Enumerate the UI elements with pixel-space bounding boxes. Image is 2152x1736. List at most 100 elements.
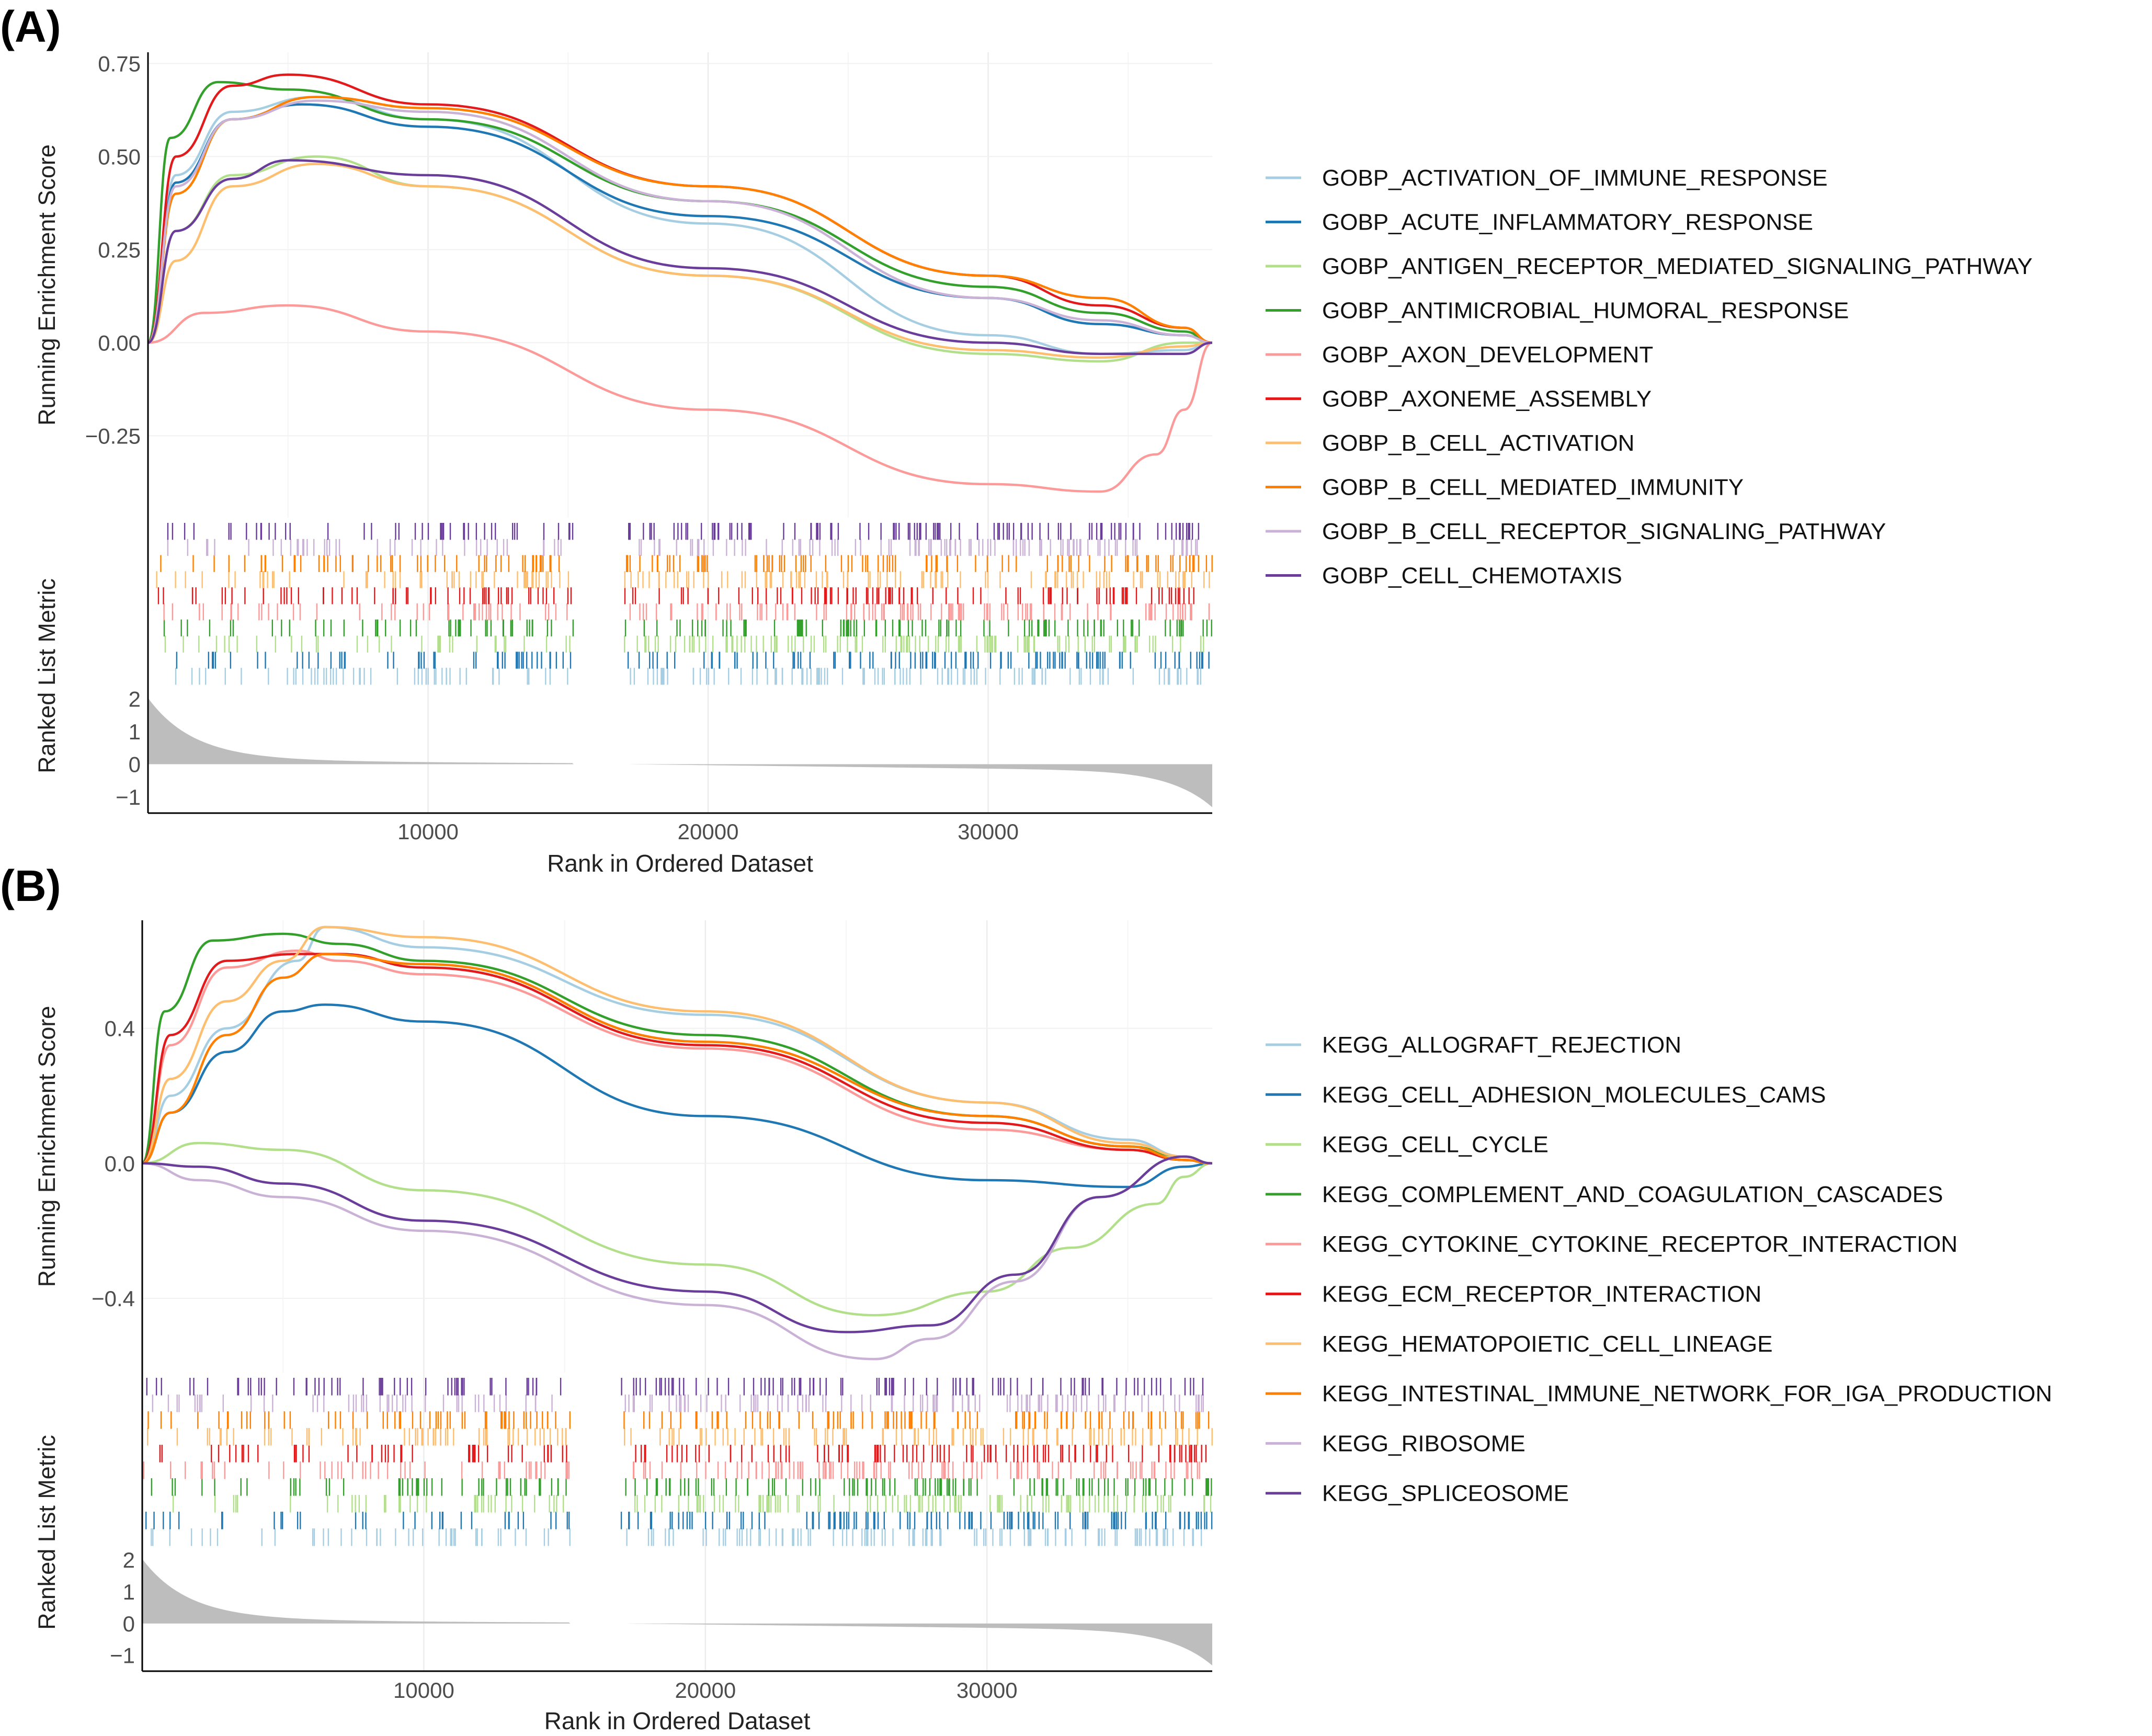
legend-item: KEGG_ALLOGRAFT_REJECTION bbox=[1266, 1032, 1681, 1058]
metric-tick-label: 2 bbox=[129, 687, 141, 712]
legend-item: GOBP_AXONEME_ASSEMBLY bbox=[1266, 386, 1652, 412]
legend-label: GOBP_CELL_CHEMOTAXIS bbox=[1322, 563, 1622, 589]
hit-row bbox=[143, 1461, 1200, 1479]
legend-item: KEGG_HEMATOPOIETIC_CELL_LINEAGE bbox=[1266, 1331, 1773, 1357]
enrichment-gridlines bbox=[148, 52, 1212, 518]
metric-tick-label: 1 bbox=[129, 719, 141, 744]
legend-label: GOBP_ACUTE_INFLAMMATORY_RESPONSE bbox=[1322, 210, 1813, 235]
legend-label: KEGG_CELL_CYCLE bbox=[1322, 1132, 1548, 1158]
enrichment-line bbox=[147, 99, 1213, 344]
legend-label: GOBP_B_CELL_ACTIVATION bbox=[1322, 430, 1634, 456]
legend-item: KEGG_CELL_CYCLE bbox=[1266, 1132, 1548, 1158]
panel-label-a: (A) bbox=[0, 2, 61, 51]
y-axis-title-metric: Ranked List Metric bbox=[33, 578, 60, 773]
hit-row bbox=[151, 1528, 1202, 1546]
metric-tick-label: 1 bbox=[123, 1580, 135, 1604]
enrichment-line bbox=[142, 1155, 1213, 1333]
enrichment-line bbox=[147, 304, 1213, 493]
metric-tick-label: −1 bbox=[110, 1643, 135, 1668]
gene-hit-barcodes bbox=[143, 1378, 1213, 1546]
legend-label: KEGG_COMPLEMENT_AND_COAGULATION_CASCADES bbox=[1322, 1182, 1943, 1207]
legend-item: KEGG_INTESTINAL_IMMUNE_NETWORK_FOR_IGA_P… bbox=[1266, 1381, 2052, 1407]
legend-item: GOBP_CELL_CHEMOTAXIS bbox=[1266, 563, 1622, 589]
legend-item: GOBP_ANTIGEN_RECEPTOR_MEDIATED_SIGNALING… bbox=[1266, 254, 2033, 279]
hit-row bbox=[147, 1428, 1213, 1446]
legend-item: KEGG_RIBOSOME bbox=[1266, 1431, 1525, 1456]
legend-label: GOBP_B_CELL_RECEPTOR_SIGNALING_PATHWAY bbox=[1322, 519, 1886, 544]
legend-item: GOBP_AXON_DEVELOPMENT bbox=[1266, 342, 1653, 368]
ranked-metric-area bbox=[148, 698, 1212, 807]
legend-label: KEGG_CYTOKINE_CYTOKINE_RECEPTOR_INTERACT… bbox=[1322, 1231, 1957, 1257]
legend-item: KEGG_CELL_ADHESION_MOLECULES_CAMS bbox=[1266, 1082, 1826, 1107]
x-tick-label: 30000 bbox=[958, 819, 1019, 844]
enrichment-line bbox=[142, 953, 1213, 1165]
legend-item: GOBP_B_CELL_ACTIVATION bbox=[1266, 430, 1634, 456]
enrichment-curves bbox=[141, 926, 1213, 1361]
hit-row bbox=[160, 555, 1213, 572]
legend-label: GOBP_ANTIMICROBIAL_HUMORAL_RESPONSE bbox=[1322, 298, 1849, 324]
legend-item: GOBP_ACTIVATION_OF_IMMUNE_RESPONSE bbox=[1266, 165, 1828, 191]
hit-row bbox=[157, 587, 1194, 604]
metric-tick-label: 2 bbox=[123, 1548, 135, 1572]
enrichment-line bbox=[142, 926, 1213, 1165]
x-axis-title: Rank in Ordered Dataset bbox=[544, 1707, 811, 1734]
legend-label: KEGG_INTESTINAL_IMMUNE_NETWORK_FOR_IGA_P… bbox=[1322, 1381, 2052, 1407]
hit-row bbox=[147, 1411, 1210, 1429]
metric-positive-area bbox=[142, 1559, 571, 1624]
y-axis-title-enrichment: Running Enrichment Score bbox=[33, 1006, 60, 1287]
enrichment-curves bbox=[146, 73, 1213, 493]
x-axis-title: Rank in Ordered Dataset bbox=[547, 850, 813, 877]
legend-item: GOBP_ANTIMICROBIAL_HUMORAL_RESPONSE bbox=[1266, 298, 1849, 324]
x-tick-label: 30000 bbox=[957, 1678, 1018, 1703]
legend: GOBP_ACTIVATION_OF_IMMUNE_RESPONSE GOBP_A… bbox=[1266, 165, 2033, 589]
legend-item: KEGG_ECM_RECEPTOR_INTERACTION bbox=[1266, 1282, 1761, 1307]
legend-item: GOBP_B_CELL_MEDIATED_IMMUNITY bbox=[1266, 475, 1744, 500]
legend-label: GOBP_AXON_DEVELOPMENT bbox=[1322, 342, 1653, 368]
hit-row bbox=[151, 1478, 1212, 1496]
y-tick-label: 0.4 bbox=[105, 1017, 135, 1041]
hit-row bbox=[156, 571, 1210, 588]
hit-row bbox=[146, 1378, 1204, 1396]
enrichment-line bbox=[147, 159, 1213, 355]
x-tick-label: 20000 bbox=[675, 1678, 736, 1703]
y-tick-label: 0.50 bbox=[98, 144, 141, 169]
metric-negative-area bbox=[621, 1623, 1212, 1666]
hit-row bbox=[159, 1445, 1207, 1463]
legend-label: GOBP_ANTIGEN_RECEPTOR_MEDIATED_SIGNALING… bbox=[1322, 254, 2033, 279]
y-tick-labels: −0.4 0.0 0.4 bbox=[92, 1017, 135, 1311]
legend-label: KEGG_HEMATOPOIETIC_CELL_LINEAGE bbox=[1322, 1331, 1773, 1357]
x-tick-labels: 10000 20000 30000 bbox=[397, 819, 1019, 844]
metric-negative-area bbox=[624, 764, 1212, 807]
enrichment-line bbox=[142, 953, 1213, 1165]
hit-row bbox=[167, 539, 1198, 556]
enrichment-line bbox=[146, 81, 1213, 344]
hit-row bbox=[163, 603, 1210, 621]
hit-row bbox=[163, 619, 1212, 637]
panel-a: (A) −0.25 0.00 0.25 0.50 0.75 2 1 0 −1 10000 200… bbox=[0, 2, 2033, 877]
legend-label: KEGG_SPLICEOSOME bbox=[1322, 1481, 1569, 1506]
legend-label: KEGG_ALLOGRAFT_REJECTION bbox=[1322, 1032, 1681, 1058]
metric-tick-labels: 2 1 0 −1 bbox=[110, 1548, 135, 1668]
enrichment-line bbox=[147, 96, 1213, 344]
legend-label: GOBP_B_CELL_MEDIATED_IMMUNITY bbox=[1322, 475, 1744, 500]
enrichment-gridlines bbox=[142, 920, 1212, 1373]
hit-row bbox=[172, 1495, 1212, 1513]
legend-item: KEGG_CYTOKINE_CYTOKINE_RECEPTOR_INTERACT… bbox=[1266, 1231, 1957, 1257]
hit-row bbox=[164, 635, 1204, 653]
y-tick-label: 0.00 bbox=[98, 330, 141, 355]
metric-tick-label: 0 bbox=[123, 1612, 135, 1636]
enrichment-line bbox=[142, 926, 1213, 1165]
enrichment-line bbox=[142, 1003, 1213, 1189]
legend-item: KEGG_SPLICEOSOME bbox=[1266, 1481, 1569, 1506]
y-tick-label: −0.4 bbox=[92, 1286, 135, 1311]
x-tick-label: 10000 bbox=[393, 1678, 454, 1703]
hit-row bbox=[176, 652, 1210, 669]
hit-row bbox=[145, 1512, 1213, 1529]
ranked-metric-area bbox=[142, 1559, 1212, 1666]
gene-hit-barcodes bbox=[156, 523, 1213, 685]
y-axis-title-enrichment: Running Enrichment Score bbox=[33, 144, 60, 426]
panel-label-b: (B) bbox=[0, 861, 61, 910]
metric-tick-label: −1 bbox=[116, 785, 141, 809]
enrichment-line bbox=[142, 949, 1213, 1165]
